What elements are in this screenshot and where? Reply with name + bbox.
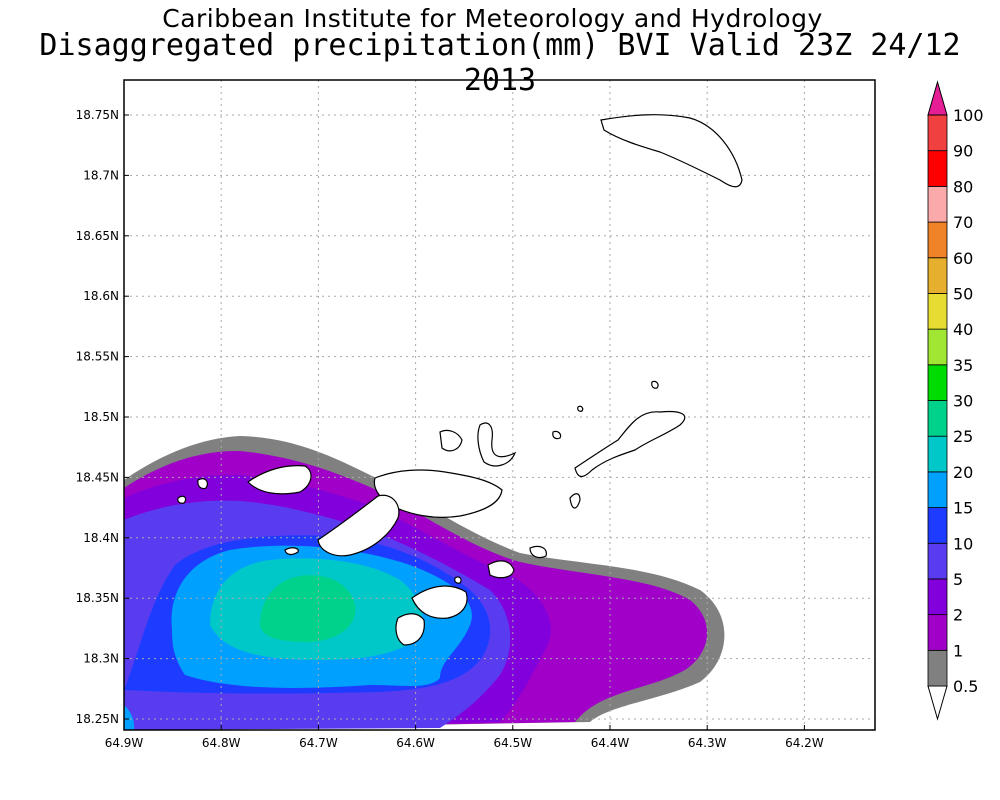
colorbar-segment: [927, 185, 948, 223]
colorbar-segment: [927, 150, 948, 187]
island-cayman-brac: [569, 493, 581, 509]
colorbar-segment: [927, 649, 948, 687]
colorbar-label: 70: [953, 213, 973, 232]
latitude-axis: 18.75N 18.7N 18.65N 18.6N 18.55N 18.5N 18.45N 1…: [76, 108, 129, 726]
lat-tick-label: 18.75N: [76, 108, 119, 122]
colorbar-label: 0.5: [953, 677, 978, 696]
colorbar-label: 100: [953, 106, 984, 125]
lon-tick-label: 64.7W: [299, 736, 338, 750]
chart-title: Caribbean Institute for Meteorology and …: [162, 4, 823, 33]
island-peter: [487, 560, 515, 579]
lat-tick-label: 18.35N: [76, 591, 119, 605]
colorbar-label: 80: [953, 177, 973, 196]
colorbar-label: 15: [953, 499, 973, 518]
colorbar-label: 2: [953, 606, 963, 625]
colorbar-segment: [927, 614, 948, 651]
lat-tick-label: 18.5N: [83, 410, 119, 424]
island-cooper: [529, 545, 547, 559]
colorbar-segment: [927, 578, 948, 616]
lat-tick-label: 18.45N: [76, 470, 119, 484]
lon-tick-label: 64.4W: [591, 736, 630, 750]
colorbar-segment: [927, 542, 948, 580]
lat-tick-label: 18.65N: [76, 229, 119, 243]
colorbar-label: 30: [953, 392, 973, 411]
island-n-dot2: [651, 380, 659, 389]
lat-tick-label: 18.4N: [83, 531, 119, 545]
island-virgin-gorda: [574, 410, 686, 478]
colorbar-segment: [927, 435, 948, 473]
island-st-croix-east: [411, 585, 468, 619]
colorbar-segment: [927, 507, 948, 544]
lon-tick-label: 64.5W: [494, 736, 533, 750]
island-outlines: [177, 114, 743, 646]
colorbar-segment: [927, 400, 948, 437]
island-anegada: [600, 114, 743, 188]
colorbar-label: 10: [953, 534, 973, 553]
lon-tick-label: 64.9W: [105, 736, 144, 750]
longitude-axis: 64.9W 64.8W 64.7W 64.6W 64.5W 64.4W 64.3W 64.2W: [105, 725, 824, 750]
colorbar-segment: [927, 257, 948, 294]
lon-tick-label: 64.3W: [688, 736, 727, 750]
colorbar-label: 40: [953, 320, 973, 339]
colorbar-label: 60: [953, 249, 973, 268]
island-jost-van-dyke: [439, 429, 463, 452]
colorbar-label: 1: [953, 641, 963, 660]
colorbar-segment: [927, 221, 948, 259]
lat-tick-label: 18.55N: [76, 350, 119, 364]
lat-tick-label: 18.3N: [83, 652, 119, 666]
island-n-dot1: [552, 430, 562, 440]
contour-15mm-corner: [124, 705, 135, 730]
lon-tick-label: 64.8W: [202, 736, 241, 750]
colorbar-segment: [927, 328, 948, 366]
colorbar-label: 35: [953, 356, 973, 375]
lat-tick-label: 18.25N: [76, 712, 119, 726]
lat-tick-label: 18.6N: [83, 289, 119, 303]
island-w-tip: [177, 495, 187, 504]
colorbar-segment: [927, 114, 948, 152]
island-st-john: [317, 494, 400, 557]
precipitation-field: [124, 436, 725, 730]
colorbar-label: 25: [953, 427, 973, 446]
chart-subtitle: Disaggregated precipitation(mm) BVI Vali…: [39, 28, 961, 98]
colorbar-label: 50: [953, 284, 973, 303]
island-small-north: [477, 422, 517, 467]
lon-tick-label: 64.2W: [785, 736, 824, 750]
lon-tick-label: 64.6W: [396, 736, 435, 750]
colorbar-segment: [927, 364, 948, 401]
map-grid: [124, 80, 875, 730]
island-s-dot: [454, 576, 462, 584]
colorbar-segment: [927, 471, 948, 508]
island-st-thomas: [247, 465, 312, 495]
lat-tick-label: 18.7N: [83, 168, 119, 182]
colorbar-arrow-low: [927, 685, 948, 721]
contour-25mm: [260, 575, 356, 642]
colorbar-label: 5: [953, 570, 963, 589]
island-w-small: [197, 478, 209, 490]
colorbar-arrow-high: [927, 80, 948, 116]
island-n-dot3: [577, 405, 584, 412]
island-norman: [395, 613, 425, 646]
plot-frame: [123, 79, 876, 731]
colorbar-label: 20: [953, 463, 973, 482]
island-mid-small: [284, 547, 299, 556]
colorbar-label: 90: [953, 142, 973, 161]
colorbar-segment: [927, 293, 948, 330]
